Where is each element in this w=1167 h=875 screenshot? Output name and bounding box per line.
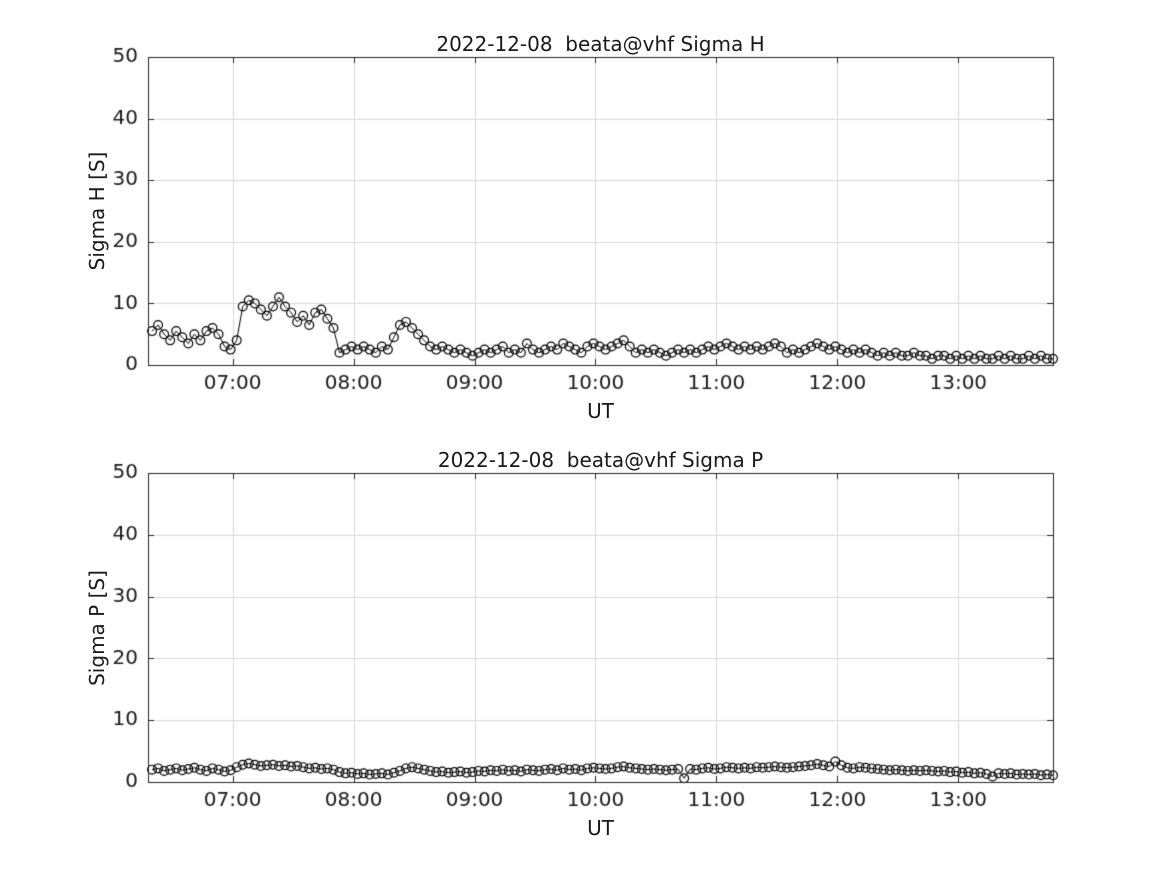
panel-sigma-h-ylabel: Sigma H [S] (85, 151, 109, 271)
panel-sigma-p-xlabel: UT (587, 816, 614, 840)
panel-sigma-h-title: 2022-12-08 beata@vhf Sigma H (436, 32, 765, 56)
panel-sigma-p-title: 2022-12-08 beata@vhf Sigma P (437, 448, 764, 472)
panel-sigma-p-ylabel: Sigma P [S] (85, 570, 109, 686)
panel-sigma-h-xlabel: UT (587, 399, 614, 423)
